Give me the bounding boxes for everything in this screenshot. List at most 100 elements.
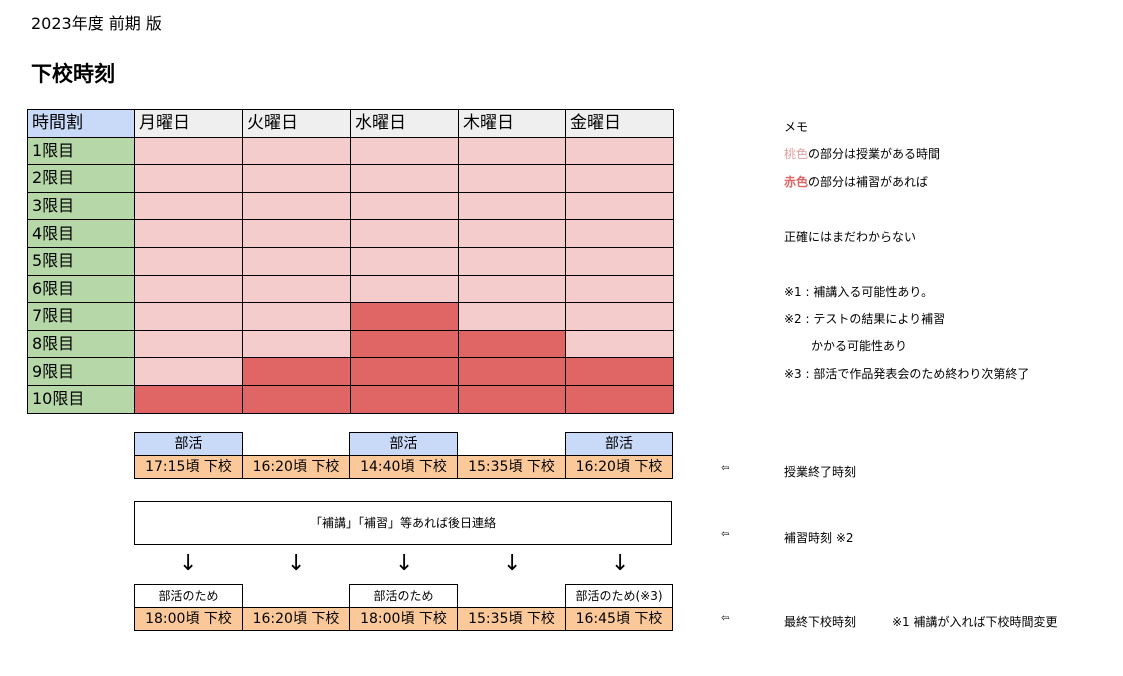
time-cell: 16:20頃 下校 (242, 607, 350, 631)
time-cell: 16:20頃 下校 (242, 455, 350, 479)
class-slot (242, 302, 351, 331)
club-row: 部活のため 部活のため 部活のため(※3) (134, 584, 673, 608)
period-label: 9限目 (27, 357, 135, 386)
supplementary-slot (458, 384, 566, 414)
club-cell: 部活のため (134, 584, 243, 608)
supplementary-slot (458, 329, 566, 359)
class-slot (350, 136, 459, 166)
left-pointer-icon: ⇦ (721, 613, 730, 624)
supplementary-slot (565, 357, 674, 386)
club-cell: 部活のため (349, 584, 458, 608)
supplementary-slot (242, 384, 351, 414)
down-arrow-icon: ↓ (179, 551, 198, 576)
supplementary-slot (350, 357, 459, 386)
class-slot (242, 164, 351, 193)
empty-cell (458, 585, 566, 608)
page-title: 下校時刻 (31, 62, 115, 86)
class-slot (242, 329, 351, 359)
class-slot (458, 164, 566, 193)
down-arrow-icon: ↓ (395, 551, 414, 576)
memo-line: 正確にはまだわからない (784, 230, 917, 244)
down-arrow-icon: ↓ (287, 551, 306, 576)
time-cell: 16:20頃 下校 (565, 455, 673, 479)
timetable-row: 5限目 (27, 246, 674, 276)
supplementary-slot (350, 302, 459, 331)
empty-cell (243, 585, 350, 608)
timetable-row: 7限目 (27, 302, 674, 331)
club-cell: 部活 (565, 432, 673, 456)
timetable-row: 3限目 (27, 191, 674, 221)
timetable-header-row: 時間割 月曜日 火曜日 水曜日 木曜日 金曜日 (27, 109, 674, 138)
final-time-note: ※1 補講が入れば下校時間変更 (892, 615, 1058, 629)
period-label: 8限目 (27, 329, 135, 359)
supplementary-slot (134, 384, 243, 414)
left-pointer-icon: ⇦ (721, 529, 730, 540)
period-label: 10限目 (27, 384, 135, 414)
day-header: 木曜日 (458, 109, 566, 138)
club-row: 部活 部活 部活 (134, 432, 673, 456)
time-cell: 14:40頃 下校 (349, 455, 458, 479)
time-cell: 18:00頃 下校 (349, 607, 458, 631)
makeup-time-label: 補習時刻 ※2 (784, 531, 854, 545)
class-slot (458, 302, 566, 331)
class-slot (134, 136, 243, 166)
class-slot (242, 274, 351, 304)
memo-colored-word: 赤色 (784, 175, 809, 189)
class-slot (350, 246, 459, 276)
period-label: 1限目 (27, 136, 135, 166)
club-cell: 部活 (134, 432, 243, 456)
timetable-row: 1限目 (27, 136, 674, 166)
class-slot (242, 136, 351, 166)
supplementary-slot (565, 384, 674, 414)
time-cell: 16:45頃 下校 (565, 607, 673, 631)
club-cell: 部活 (349, 432, 458, 456)
day-header: 水曜日 (350, 109, 459, 138)
class-slot (350, 219, 459, 248)
empty-cell (243, 433, 350, 456)
final-departure-table: 部活のため 部活のため 部活のため(※3) 18:00頃 下校 16:20頃 下… (134, 584, 673, 631)
class-slot (565, 164, 674, 193)
class-slot (134, 357, 243, 386)
timetable-row: 2限目 (27, 164, 674, 193)
class-slot (134, 329, 243, 359)
memo-colored-word: 桃色 (784, 147, 809, 161)
timetable-row: 10限目 (27, 384, 674, 414)
time-cell: 17:15頃 下校 (134, 455, 243, 479)
time-row: 18:00頃 下校 16:20頃 下校 18:00頃 下校 15:35頃 下校 … (134, 607, 673, 631)
supplementary-slot (458, 357, 566, 386)
class-slot (242, 246, 351, 276)
down-arrow-icon: ↓ (503, 551, 522, 576)
timetable-row: 6限目 (27, 274, 674, 304)
class-slot (458, 246, 566, 276)
memo-text: の部分は補習があれば (808, 175, 929, 189)
timetable-row: 4限目 (27, 219, 674, 248)
class-slot (242, 191, 351, 221)
class-slot (565, 136, 674, 166)
timetable-corner: 時間割 (27, 109, 135, 138)
class-slot (565, 219, 674, 248)
class-slot (134, 219, 243, 248)
memo-heading: メモ (784, 120, 809, 134)
supplementary-slot (350, 329, 459, 359)
class-slot (565, 191, 674, 221)
class-slot (350, 274, 459, 304)
day-header: 月曜日 (134, 109, 243, 138)
period-label: 4限目 (27, 219, 135, 248)
empty-cell (458, 433, 566, 456)
class-slot (458, 219, 566, 248)
memo-note: ※1 : 補講入る可能性あり。 (784, 285, 934, 299)
left-pointer-icon: ⇦ (721, 463, 730, 474)
time-row: 17:15頃 下校 16:20頃 下校 14:40頃 下校 15:35頃 下校 … (134, 455, 673, 479)
day-header: 火曜日 (242, 109, 351, 138)
end-of-class-table: 部活 部活 部活 17:15頃 下校 16:20頃 下校 14:40頃 下校 1… (134, 432, 673, 479)
class-slot (134, 274, 243, 304)
day-header: 金曜日 (565, 109, 674, 138)
club-cell: 部活のため(※3) (565, 584, 673, 608)
class-slot (565, 329, 674, 359)
memo-note: ※3 : 部活で作品発表会のため終わり次第終了 (784, 367, 1030, 381)
end-time-label: 授業終了時刻 (784, 465, 857, 479)
timetable: 時間割 月曜日 火曜日 水曜日 木曜日 金曜日 1限目 2限目 3限目 4限目 5限目 6… (27, 109, 674, 414)
class-slot (134, 302, 243, 331)
time-cell: 18:00頃 下校 (134, 607, 243, 631)
class-slot (350, 191, 459, 221)
